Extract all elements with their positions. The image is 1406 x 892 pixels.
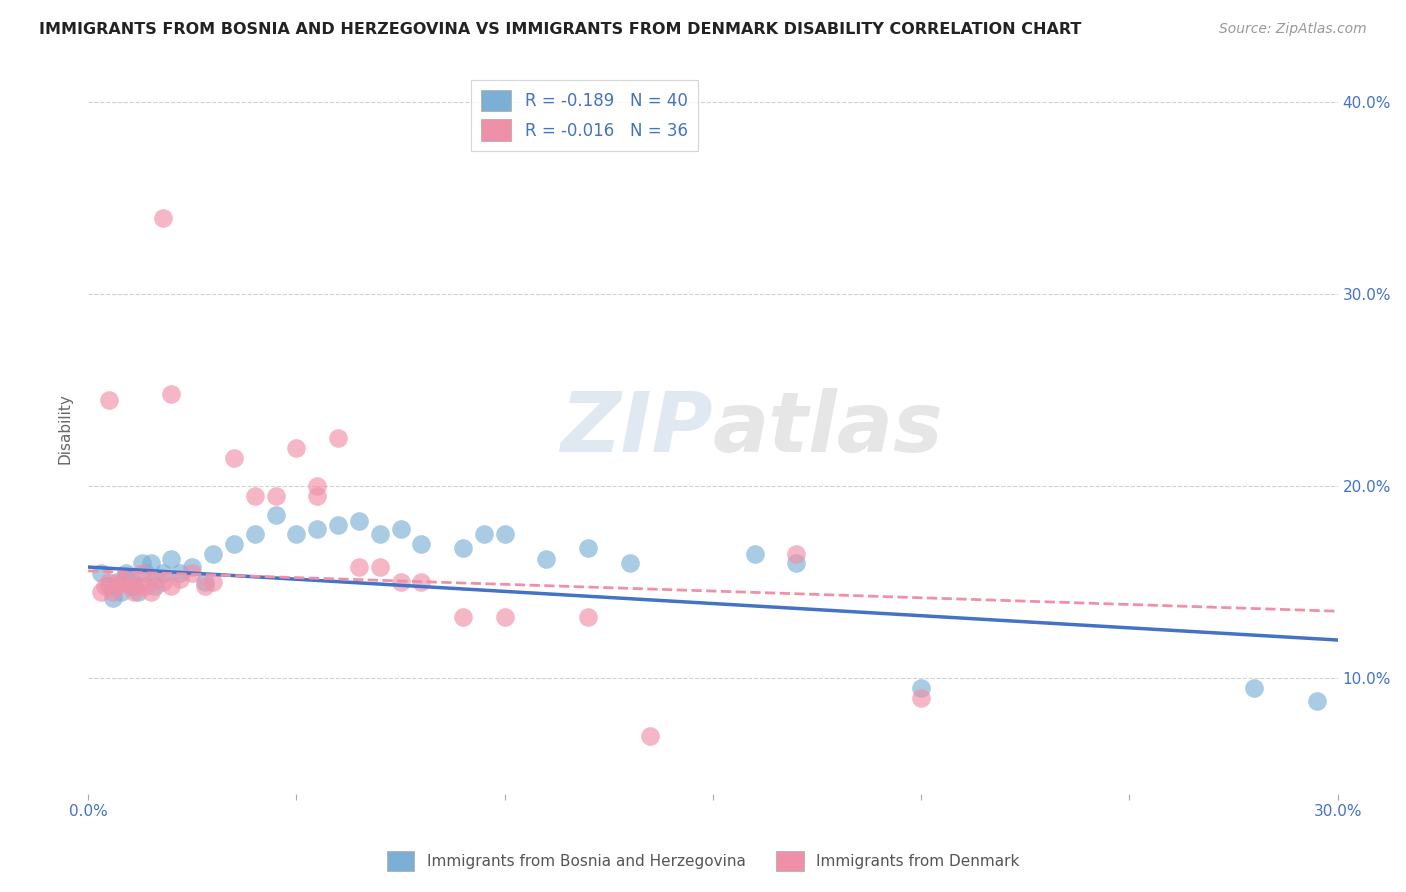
Point: [152, 575, 174, 590]
Point: [90, 585, 112, 599]
Point: [98, 392, 121, 407]
Legend: Immigrants from Bosnia and Herzegovina, Immigrants from Denmark: Immigrants from Bosnia and Herzegovina, …: [381, 846, 1025, 877]
Point: [576, 541, 599, 555]
Point: [640, 729, 662, 743]
Point: [264, 489, 287, 503]
Point: [347, 514, 370, 528]
Point: [326, 517, 349, 532]
Point: [307, 522, 329, 536]
Point: [472, 527, 495, 541]
Point: [90, 566, 112, 580]
Point: [101, 591, 124, 605]
Point: [160, 387, 183, 401]
Point: [368, 560, 391, 574]
Point: [152, 211, 174, 225]
Point: [139, 556, 162, 570]
Point: [307, 489, 329, 503]
Point: [135, 566, 157, 580]
Point: [101, 585, 124, 599]
Point: [194, 575, 217, 590]
Point: [127, 579, 149, 593]
Point: [169, 566, 191, 580]
Point: [122, 585, 145, 599]
Point: [222, 537, 245, 551]
Point: [152, 566, 174, 580]
Point: [368, 527, 391, 541]
Text: IMMIGRANTS FROM BOSNIA AND HERZEGOVINA VS IMMIGRANTS FROM DENMARK DISABILITY COR: IMMIGRANTS FROM BOSNIA AND HERZEGOVINA V…: [39, 22, 1081, 37]
Point: [411, 537, 433, 551]
Point: [619, 556, 641, 570]
Text: Source: ZipAtlas.com: Source: ZipAtlas.com: [1219, 22, 1367, 37]
Point: [347, 560, 370, 574]
Point: [264, 508, 287, 523]
Point: [910, 681, 932, 695]
Point: [181, 560, 204, 574]
Text: atlas: atlas: [713, 388, 943, 469]
Point: [114, 566, 136, 580]
Point: [160, 579, 183, 593]
Point: [194, 579, 217, 593]
Point: [1243, 681, 1265, 695]
Point: [451, 541, 474, 555]
Point: [536, 552, 558, 566]
Point: [910, 690, 932, 705]
Point: [105, 579, 128, 593]
Point: [285, 527, 308, 541]
Y-axis label: Disability: Disability: [58, 393, 72, 464]
Point: [744, 547, 766, 561]
Point: [243, 527, 266, 541]
Point: [110, 575, 132, 590]
Point: [118, 579, 141, 593]
Point: [451, 610, 474, 624]
Point: [143, 579, 166, 593]
Point: [110, 585, 132, 599]
Point: [326, 432, 349, 446]
Point: [135, 579, 157, 593]
Point: [131, 566, 153, 580]
Point: [122, 579, 145, 593]
Point: [494, 527, 516, 541]
Point: [131, 556, 153, 570]
Point: [169, 572, 191, 586]
Point: [105, 575, 128, 590]
Point: [98, 579, 121, 593]
Legend: R = -0.189   N = 40, R = -0.016   N = 36: R = -0.189 N = 40, R = -0.016 N = 36: [471, 79, 697, 151]
Text: ZIP: ZIP: [560, 388, 713, 469]
Point: [114, 572, 136, 586]
Point: [118, 572, 141, 586]
Point: [389, 575, 412, 590]
Point: [1306, 694, 1329, 708]
Point: [576, 610, 599, 624]
Point: [127, 585, 149, 599]
Point: [202, 575, 225, 590]
Point: [785, 547, 807, 561]
Point: [285, 441, 308, 455]
Point: [143, 572, 166, 586]
Point: [243, 489, 266, 503]
Point: [139, 585, 162, 599]
Point: [411, 575, 433, 590]
Point: [494, 610, 516, 624]
Point: [98, 575, 121, 590]
Point: [94, 579, 117, 593]
Point: [181, 566, 204, 580]
Point: [785, 556, 807, 570]
Point: [389, 522, 412, 536]
Point: [307, 479, 329, 493]
Point: [160, 552, 183, 566]
Point: [222, 450, 245, 465]
Point: [202, 547, 225, 561]
